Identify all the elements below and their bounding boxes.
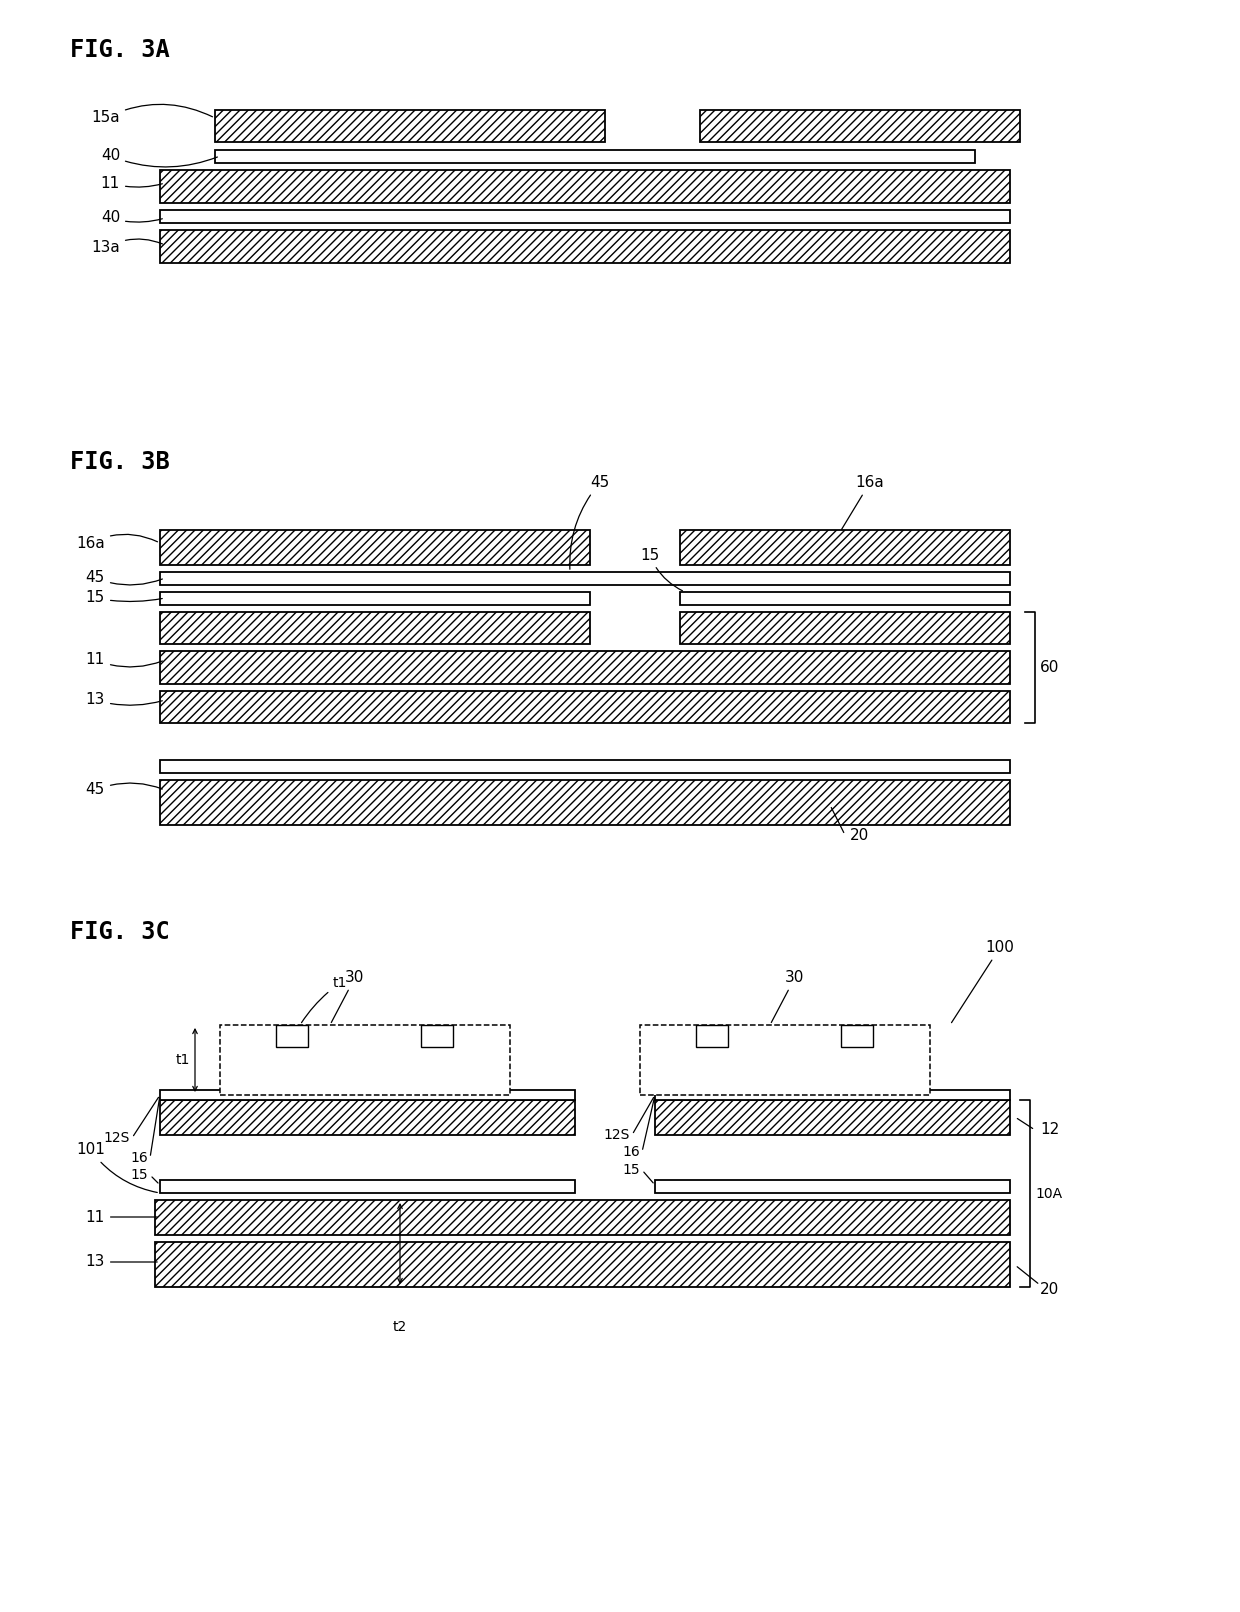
Text: 16a: 16a bbox=[842, 476, 884, 530]
Text: 11: 11 bbox=[100, 176, 162, 190]
Bar bbox=[160, 592, 590, 604]
Bar bbox=[655, 1090, 1011, 1099]
Bar bbox=[160, 651, 1011, 683]
Bar bbox=[701, 110, 1021, 142]
Bar bbox=[160, 1180, 575, 1193]
Text: 16: 16 bbox=[130, 1151, 148, 1165]
Text: 15a: 15a bbox=[92, 105, 212, 126]
Text: 12S: 12S bbox=[104, 1132, 130, 1145]
Bar bbox=[155, 1199, 1011, 1235]
Bar bbox=[160, 613, 590, 645]
Text: 100: 100 bbox=[951, 940, 1014, 1022]
Bar bbox=[160, 1099, 575, 1135]
Bar bbox=[219, 1025, 510, 1095]
Bar bbox=[160, 1090, 575, 1099]
Text: 40: 40 bbox=[100, 148, 217, 168]
Text: 13: 13 bbox=[86, 693, 162, 708]
Bar bbox=[680, 613, 1011, 645]
Text: 13a: 13a bbox=[92, 239, 162, 255]
Text: 101: 101 bbox=[76, 1143, 157, 1193]
Text: t1: t1 bbox=[301, 975, 347, 1022]
Bar bbox=[160, 780, 1011, 825]
Text: 45: 45 bbox=[86, 782, 162, 798]
Text: 45: 45 bbox=[86, 571, 162, 585]
Text: 11: 11 bbox=[86, 653, 162, 667]
Text: 16: 16 bbox=[622, 1145, 640, 1159]
Text: FIG. 3A: FIG. 3A bbox=[69, 39, 170, 61]
Bar bbox=[160, 692, 1011, 724]
Bar bbox=[160, 530, 590, 564]
Bar bbox=[655, 1180, 1011, 1193]
Text: 15: 15 bbox=[86, 590, 162, 606]
Text: t1: t1 bbox=[176, 1053, 190, 1067]
Text: 60: 60 bbox=[1040, 659, 1059, 675]
Bar bbox=[696, 1025, 728, 1048]
Bar bbox=[680, 592, 1011, 604]
Text: 30: 30 bbox=[331, 970, 365, 1022]
Text: 10A: 10A bbox=[1035, 1186, 1063, 1201]
Bar bbox=[422, 1025, 453, 1048]
Bar bbox=[680, 530, 1011, 564]
Text: 15: 15 bbox=[640, 548, 682, 592]
Text: t2: t2 bbox=[393, 1320, 407, 1335]
Text: 15: 15 bbox=[130, 1169, 148, 1182]
Text: 20: 20 bbox=[1040, 1283, 1059, 1298]
Bar bbox=[277, 1025, 308, 1048]
Bar bbox=[215, 110, 605, 142]
Bar bbox=[841, 1025, 873, 1048]
Text: 11: 11 bbox=[86, 1209, 157, 1225]
Text: 40: 40 bbox=[100, 211, 162, 226]
Text: 20: 20 bbox=[849, 827, 869, 843]
Bar bbox=[640, 1025, 930, 1095]
Text: 13: 13 bbox=[86, 1254, 157, 1270]
Text: 12: 12 bbox=[1040, 1122, 1059, 1138]
Bar bbox=[160, 169, 1011, 203]
Text: 15: 15 bbox=[622, 1162, 640, 1177]
Text: 12S: 12S bbox=[604, 1128, 630, 1141]
Bar bbox=[655, 1099, 1011, 1135]
Text: 16a: 16a bbox=[76, 534, 157, 551]
Bar bbox=[155, 1241, 1011, 1286]
Bar bbox=[160, 231, 1011, 263]
Text: 45: 45 bbox=[569, 476, 610, 569]
Text: 30: 30 bbox=[771, 970, 805, 1022]
Bar bbox=[160, 759, 1011, 774]
Bar bbox=[160, 210, 1011, 222]
Bar bbox=[215, 150, 975, 163]
Text: FIG. 3B: FIG. 3B bbox=[69, 450, 170, 474]
Bar bbox=[160, 572, 1011, 585]
Text: FIG. 3C: FIG. 3C bbox=[69, 920, 170, 945]
